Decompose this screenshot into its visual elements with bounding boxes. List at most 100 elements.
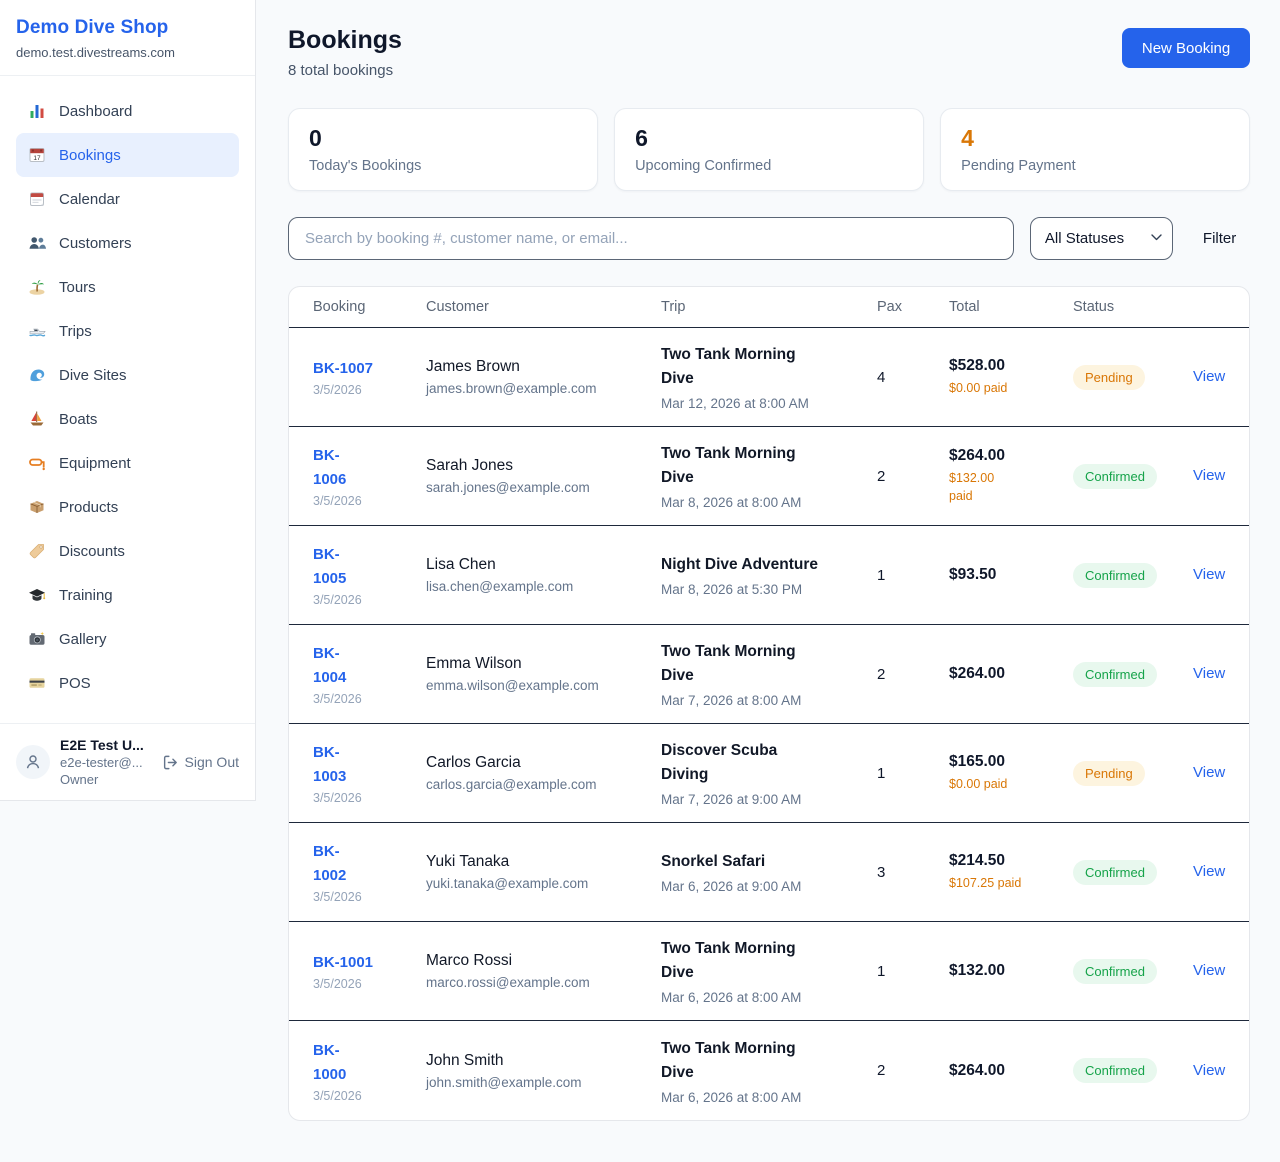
sidebar-item-label: Gallery — [59, 630, 107, 648]
page-subtitle: 8 total bookings — [288, 62, 394, 79]
total-cell: $264.00 — [949, 1062, 1073, 1080]
sidebar-item-label: Boats — [59, 410, 98, 428]
status-cell: Confirmed — [1073, 1058, 1193, 1084]
sidebar-item-bookings[interactable]: 17 Bookings — [16, 133, 239, 177]
booking-id-link[interactable]: BK- 1005 — [313, 546, 347, 588]
booking-cell: BK- 1006 3/5/2026 — [313, 444, 426, 508]
filter-button[interactable]: Filter — [1189, 230, 1250, 247]
stat-card-pending-payment: 4 Pending Payment — [940, 108, 1251, 192]
booking-id-link[interactable]: BK-1001 — [313, 954, 374, 972]
customer-name: Lisa Chen — [426, 556, 496, 574]
customer-cell: James Brown james.brown@example.com — [426, 358, 661, 396]
customer-cell: Marco Rossi marco.rossi@example.com — [426, 952, 661, 990]
booking-date: 3/5/2026 — [313, 692, 362, 707]
booking-date: 3/5/2026 — [313, 383, 362, 398]
sidebar: Demo Dive Shop demo.test.divestreams.com… — [0, 0, 256, 801]
booking-id-link[interactable]: BK- 1004 — [313, 645, 347, 687]
view-link[interactable]: View — [1193, 1061, 1226, 1079]
customer-name: Yuki Tanaka — [426, 853, 510, 871]
total-amount: $264.00 — [949, 1061, 1006, 1079]
status-badge: Confirmed — [1073, 1058, 1157, 1084]
customer-cell: Emma Wilson emma.wilson@example.com — [426, 655, 661, 693]
view-cell: View — [1193, 1062, 1225, 1080]
customer-name: Marco Rossi — [426, 952, 513, 970]
user-info: E2E Test U... e2e-tester@... Owner — [60, 737, 152, 787]
trip-name: Two Tank Morning Dive — [661, 445, 796, 487]
brand-name: Demo Dive Shop — [16, 17, 169, 38]
total-amount: $528.00 — [949, 356, 1006, 374]
wave-icon — [28, 366, 46, 384]
total-amount: $264.00 — [949, 665, 1006, 683]
view-cell: View — [1193, 566, 1225, 584]
trip-datetime: Mar 12, 2026 at 8:00 AM — [661, 396, 809, 412]
booking-id-link[interactable]: BK- 1002 — [313, 843, 347, 885]
search-input[interactable] — [288, 217, 1014, 261]
user-email: e2e-tester@... — [60, 755, 143, 770]
view-link[interactable]: View — [1193, 863, 1226, 881]
status-cell: Confirmed — [1073, 958, 1193, 984]
status-badge: Confirmed — [1073, 463, 1157, 489]
status-badge: Confirmed — [1073, 661, 1157, 687]
customer-cell: Yuki Tanaka yuki.tanaka@example.com — [426, 853, 661, 891]
trip-name: Two Tank Morning Dive — [661, 643, 796, 685]
stat-label: Pending Payment — [961, 158, 1076, 175]
view-link[interactable]: View — [1193, 368, 1226, 386]
pax-count: 2 — [877, 1062, 886, 1080]
total-amount: $264.00 — [949, 446, 1006, 464]
sidebar-footer: E2E Test U... e2e-tester@... Owner Sign … — [0, 723, 255, 800]
total-cell: $264.00 — [949, 665, 1073, 683]
paid-amount: $0.00 paid — [949, 380, 1008, 395]
booking-id-link[interactable]: BK- 1006 — [313, 447, 347, 489]
total-amount: $165.00 — [949, 752, 1006, 770]
customer-name: John Smith — [426, 1051, 504, 1069]
booking-id-link[interactable]: BK- 1003 — [313, 744, 347, 786]
customer-name: James Brown — [426, 358, 520, 376]
sidebar-item-calendar[interactable]: Calendar — [16, 177, 239, 221]
status-badge: Pending — [1073, 364, 1145, 390]
sign-out-button[interactable]: Sign Out — [162, 754, 239, 771]
view-link[interactable]: View — [1193, 962, 1226, 980]
brand-domain: demo.test.divestreams.com — [16, 45, 175, 60]
sidebar-item-dive-sites[interactable]: Dive Sites — [16, 353, 239, 397]
trip-cell: Two Tank Morning Dive Mar 7, 2026 at 8:00 … — [661, 640, 877, 708]
new-booking-button[interactable]: New Booking — [1121, 28, 1251, 68]
sidebar-item-training[interactable]: Training — [16, 573, 239, 617]
booking-cell: BK- 1003 3/5/2026 — [313, 741, 426, 805]
status-badge: Confirmed — [1073, 958, 1157, 984]
customer-email: sarah.jones@example.com — [426, 480, 590, 496]
sidebar-item-equipment[interactable]: Equipment — [16, 441, 239, 485]
status-cell: Confirmed — [1073, 562, 1193, 588]
sidebar-item-customers[interactable]: Customers — [16, 221, 239, 265]
sidebar-item-dashboard[interactable]: Dashboard — [16, 89, 239, 133]
booking-cell: BK- 1000 3/5/2026 — [313, 1039, 426, 1103]
view-link[interactable]: View — [1193, 665, 1226, 683]
booking-id-link[interactable]: BK- 1000 — [313, 1041, 347, 1083]
sidebar-item-trips[interactable]: Trips — [16, 309, 239, 353]
customer-cell: Sarah Jones sarah.jones@example.com — [426, 457, 661, 495]
sidebar-item-gallery[interactable]: Gallery — [16, 617, 239, 661]
sidebar-item-boats[interactable]: Boats — [16, 397, 239, 441]
sidebar-item-discounts[interactable]: Discounts — [16, 529, 239, 573]
sidebar-item-pos[interactable]: POS — [16, 661, 239, 705]
calendar-day-icon: 17 — [28, 146, 46, 164]
table-row: BK- 1005 3/5/2026 Lisa Chen lisa.chen@exampl… — [289, 526, 1250, 626]
sidebar-item-tours[interactable]: Tours — [16, 265, 239, 309]
grad-cap-icon — [28, 586, 46, 604]
view-link[interactable]: View — [1193, 467, 1226, 485]
credit-card-icon — [28, 674, 46, 692]
page-header: Bookings 8 total bookings New Booking — [288, 26, 1251, 79]
view-link[interactable]: View — [1193, 764, 1226, 782]
main-content: Bookings 8 total bookings New Booking 0 T… — [256, 0, 1280, 1122]
booking-id-link[interactable]: BK-1007 — [313, 360, 374, 378]
view-link[interactable]: View — [1193, 566, 1226, 584]
status-filter-select[interactable]: All Statuses — [1029, 217, 1173, 261]
trip-datetime: Mar 8, 2026 at 8:00 AM — [661, 495, 802, 511]
toolbar: All Statuses Filter — [288, 217, 1250, 261]
trip-name: Two Tank Morning Dive — [661, 1039, 796, 1081]
sidebar-item-label: Tours — [59, 278, 96, 296]
dive-mask-icon — [28, 454, 46, 472]
total-amount: $93.50 — [949, 566, 997, 584]
table-row: BK- 1000 3/5/2026 John Smith john.smith@exam… — [289, 1021, 1249, 1120]
stat-card-today-s-bookings: 0 Today's Bookings — [288, 108, 599, 192]
sidebar-item-products[interactable]: Products — [16, 485, 239, 529]
